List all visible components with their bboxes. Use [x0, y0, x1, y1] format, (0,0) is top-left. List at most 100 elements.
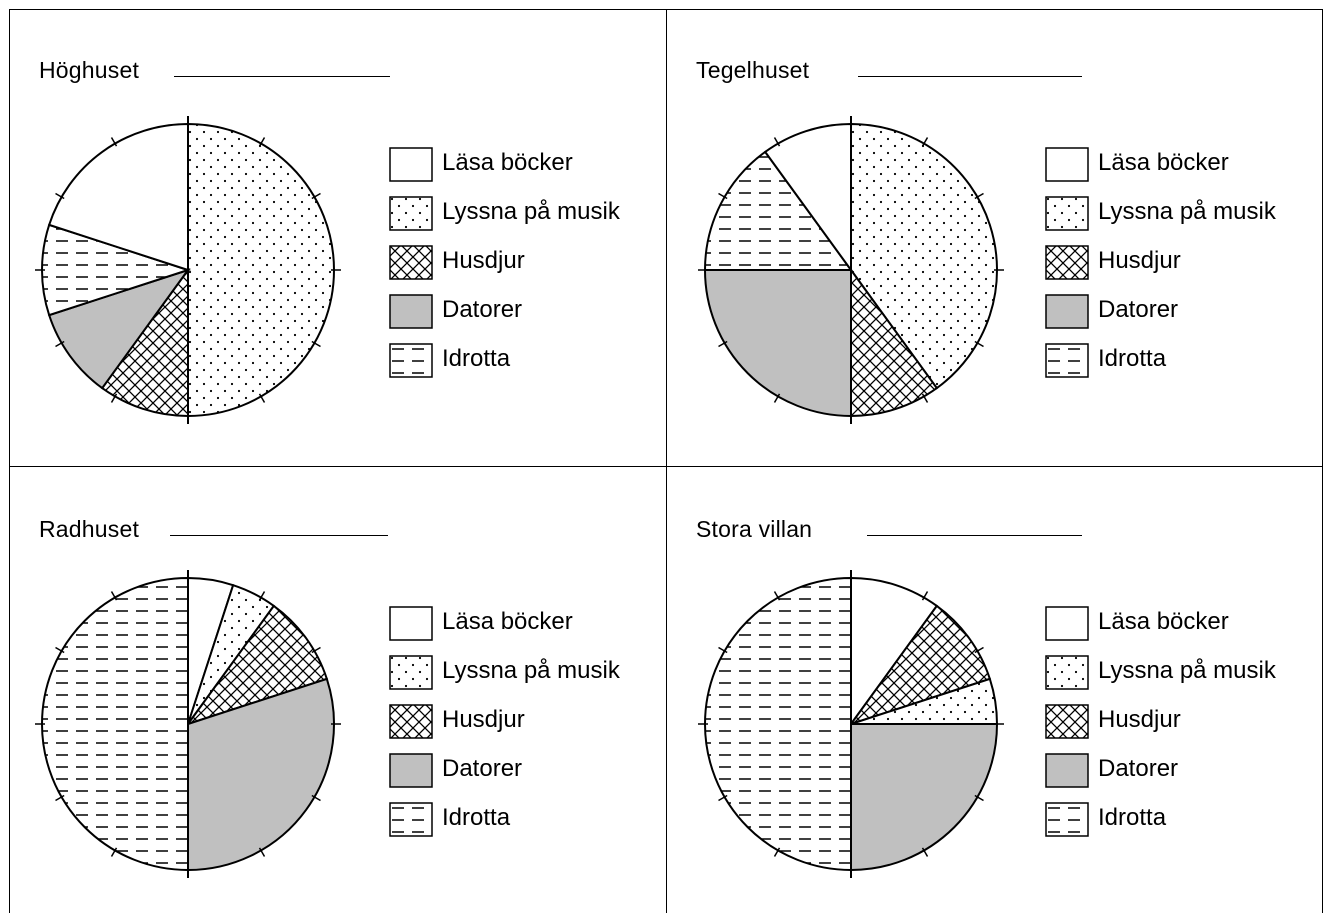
legend-swatch-husdjur: [1045, 245, 1089, 280]
legend-swatch-datorer: [389, 294, 433, 329]
pie-tick: [311, 794, 321, 802]
legend-swatch-lasa-bocker: [389, 147, 433, 182]
pie-tick: [718, 794, 728, 802]
pie-slice-idrotta: [704, 576, 852, 872]
pie-tick: [718, 192, 728, 200]
legend-label: Läsa böcker: [442, 149, 573, 176]
chart-panel-hoghuset: Höghuset Läsa böcker Lyssna på musik Husdj…: [9, 9, 666, 466]
pie-tick: [311, 192, 321, 200]
legend-label: Idrotta: [442, 804, 511, 831]
pie-tick: [773, 137, 781, 147]
pie-chart: [35, 116, 341, 424]
pie-tick: [718, 646, 728, 654]
legend-label: Datorer: [442, 296, 523, 323]
chart-panel-tegelhuset: Tegelhuset Läsa böcker Lyssna på musik Hus…: [666, 9, 1323, 466]
legend-swatch-husdjur: [389, 704, 433, 739]
legend-label: Idrotta: [442, 345, 511, 372]
pie-tick: [718, 340, 728, 348]
pie-tick: [110, 847, 118, 857]
legend-label: Husdjur: [1098, 706, 1181, 733]
pie-tick: [921, 137, 929, 147]
pie-tick: [773, 591, 781, 601]
legend-label: Lyssna på musik: [1098, 198, 1276, 225]
pie-slice-datorer: [850, 723, 999, 872]
legend-label: Datorer: [1098, 296, 1179, 323]
pie-tick: [55, 340, 65, 348]
legend-label: Läsa böcker: [1098, 608, 1229, 635]
legend-label: Lyssna på musik: [442, 198, 620, 225]
legend-label: Lyssna på musik: [442, 657, 620, 684]
pie-tick: [974, 646, 984, 654]
chart-title: Tegelhuset: [696, 57, 810, 83]
pie-tick: [921, 591, 929, 601]
legend-swatch-idrotta: [1045, 343, 1089, 378]
chart-title: Höghuset: [39, 57, 140, 83]
legend-label: Husdjur: [442, 247, 525, 274]
chart-panel-stora-villan: Stora villan Läsa böcker Lyssna på musik H…: [666, 466, 1323, 923]
pie-slice-husdjur: [185, 604, 329, 726]
chart-title: Stora villan: [696, 516, 813, 542]
pie-tick: [55, 794, 65, 802]
pie-slice-datorer: [187, 677, 335, 872]
pie-slice-husdjur: [100, 266, 189, 418]
legend-swatch-datorer: [1045, 294, 1089, 329]
legend-swatch-datorer: [1045, 753, 1089, 788]
pie-slice-lyssna-pa-musik: [850, 122, 999, 390]
pie-slice-lyssna-pa-musik: [187, 122, 335, 418]
legend-swatch-lasa-bocker: [1045, 147, 1089, 182]
pie-slice-lasa-bocker: [763, 122, 852, 274]
pie-tick: [258, 591, 266, 601]
legend-label: Lyssna på musik: [1098, 657, 1276, 684]
pie-chart: [698, 116, 1004, 424]
legend-label: Idrotta: [1098, 804, 1167, 831]
legend-swatch-idrotta: [389, 802, 433, 837]
pie-slice-datorer: [703, 269, 852, 418]
chart-title: Radhuset: [39, 516, 140, 542]
legend-label: Husdjur: [442, 706, 525, 733]
legend-swatch-idrotta: [1045, 802, 1089, 837]
chart-panel-radhuset: Radhuset Läsa böcker Lyssna på musik Husdj…: [9, 466, 666, 923]
pie-tick: [110, 137, 118, 147]
pie-tick: [974, 340, 984, 348]
legend-swatch-lyssna-pa-musik: [389, 655, 433, 690]
answer-line: [858, 76, 1082, 77]
pie-slice-lasa-bocker: [850, 576, 939, 728]
pie-tick: [258, 137, 266, 147]
legend-swatch-datorer: [389, 753, 433, 788]
pie-tick: [974, 794, 984, 802]
legend-swatch-husdjur: [389, 245, 433, 280]
pie-tick: [55, 192, 65, 200]
pie-slice-idrotta: [41, 576, 189, 872]
pie-tick: [773, 847, 781, 857]
pie-tick: [258, 393, 266, 403]
pie-tick: [110, 591, 118, 601]
pie-tick: [773, 393, 781, 403]
legend-swatch-husdjur: [1045, 704, 1089, 739]
answer-line: [174, 76, 390, 77]
pie-tick: [258, 847, 266, 857]
panel-divider-horizontal: [9, 466, 1323, 467]
pie-slice-datorer: [47, 268, 191, 390]
answer-line: [170, 535, 388, 536]
legend-label: Datorer: [442, 755, 523, 782]
pie-slice-husdjur: [850, 266, 939, 418]
pie-tick: [55, 646, 65, 654]
legend-label: Idrotta: [1098, 345, 1167, 372]
pie-tick: [311, 646, 321, 654]
answer-line: [867, 535, 1082, 536]
pie-slice-lasa-bocker: [47, 122, 189, 272]
legend-label: Husdjur: [1098, 247, 1181, 274]
pie-tick: [921, 393, 929, 403]
legend-swatch-idrotta: [389, 343, 433, 378]
legend-swatch-lyssna-pa-musik: [389, 196, 433, 231]
pie-tick: [974, 192, 984, 200]
pie-slice-idrotta: [703, 150, 853, 271]
legend-label: Datorer: [1098, 755, 1179, 782]
legend-label: Läsa böcker: [442, 608, 573, 635]
panel-divider-vertical: [666, 9, 667, 913]
pie-chart: [698, 570, 1004, 878]
pie-chart: [35, 570, 341, 878]
pie-tick: [311, 340, 321, 348]
legend-label: Läsa böcker: [1098, 149, 1229, 176]
pie-tick: [921, 847, 929, 857]
